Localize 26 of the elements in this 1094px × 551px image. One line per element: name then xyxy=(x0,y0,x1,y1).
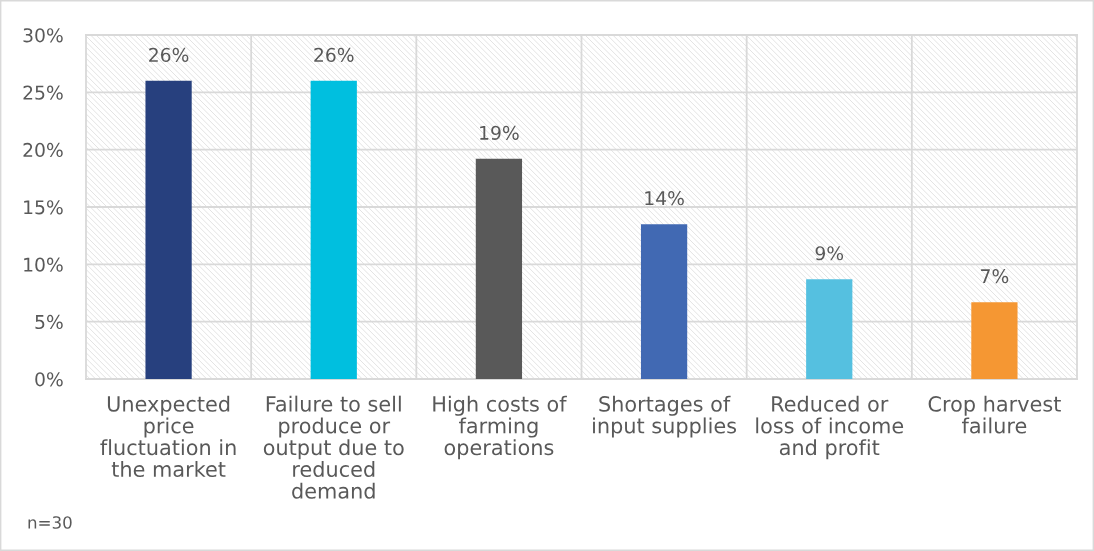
bar xyxy=(145,80,192,379)
y-tick-label: 15% xyxy=(24,200,63,215)
y-tick-label: 0% xyxy=(35,372,63,387)
y-tick-label: 5% xyxy=(35,314,63,330)
bar xyxy=(310,80,357,379)
x-tick-label: Failure to sell produce or output due to reduced demand xyxy=(263,395,404,499)
x-tick-label: Shortages of input supplies xyxy=(593,395,737,438)
data-label: 26% xyxy=(314,47,354,62)
data-label: 19% xyxy=(480,125,519,140)
bar xyxy=(475,158,523,379)
data-label: 9% xyxy=(815,246,844,261)
x-tick-label: Crop harvest failure xyxy=(928,395,1061,434)
y-tick-label: 30% xyxy=(23,28,63,43)
bar xyxy=(640,224,688,379)
data-label: 14% xyxy=(645,191,684,206)
data-label: 26% xyxy=(149,47,189,62)
data-label: 7% xyxy=(981,269,1009,284)
bar xyxy=(806,279,853,379)
bar xyxy=(971,302,1018,379)
x-tick-label: High costs of farming operations xyxy=(433,395,567,460)
text: n=30 xyxy=(28,516,72,529)
y-tick-label: 20% xyxy=(23,142,63,158)
y-tick-label: 10% xyxy=(24,257,63,272)
x-tick-label: Unexpected price fluctuation in the market xyxy=(100,395,236,478)
x-tick-label: Reduced or loss of income and profit xyxy=(756,395,904,460)
y-tick-label: 25% xyxy=(23,85,63,100)
